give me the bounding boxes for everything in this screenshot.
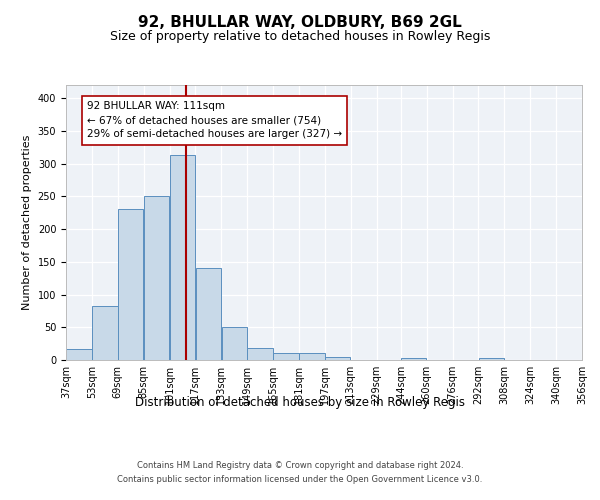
Text: Distribution of detached houses by size in Rowley Regis: Distribution of detached houses by size … — [135, 396, 465, 409]
Bar — [66, 349, 92, 360]
Bar — [247, 348, 273, 360]
Bar — [170, 155, 195, 360]
Bar — [401, 358, 427, 360]
Y-axis label: Number of detached properties: Number of detached properties — [22, 135, 32, 310]
Bar — [144, 196, 169, 360]
Bar — [299, 354, 325, 360]
Bar — [118, 210, 143, 360]
Bar — [479, 358, 504, 360]
Text: Size of property relative to detached houses in Rowley Regis: Size of property relative to detached ho… — [110, 30, 490, 43]
Text: Contains public sector information licensed under the Open Government Licence v3: Contains public sector information licen… — [118, 474, 482, 484]
Text: Contains HM Land Registry data © Crown copyright and database right 2024.: Contains HM Land Registry data © Crown c… — [137, 462, 463, 470]
Text: 92, BHULLAR WAY, OLDBURY, B69 2GL: 92, BHULLAR WAY, OLDBURY, B69 2GL — [138, 15, 462, 30]
Bar — [196, 268, 221, 360]
Bar — [221, 328, 247, 360]
Bar — [325, 356, 350, 360]
Bar — [273, 354, 299, 360]
Bar — [92, 306, 118, 360]
Text: 92 BHULLAR WAY: 111sqm
← 67% of detached houses are smaller (754)
29% of semi-de: 92 BHULLAR WAY: 111sqm ← 67% of detached… — [87, 102, 342, 140]
